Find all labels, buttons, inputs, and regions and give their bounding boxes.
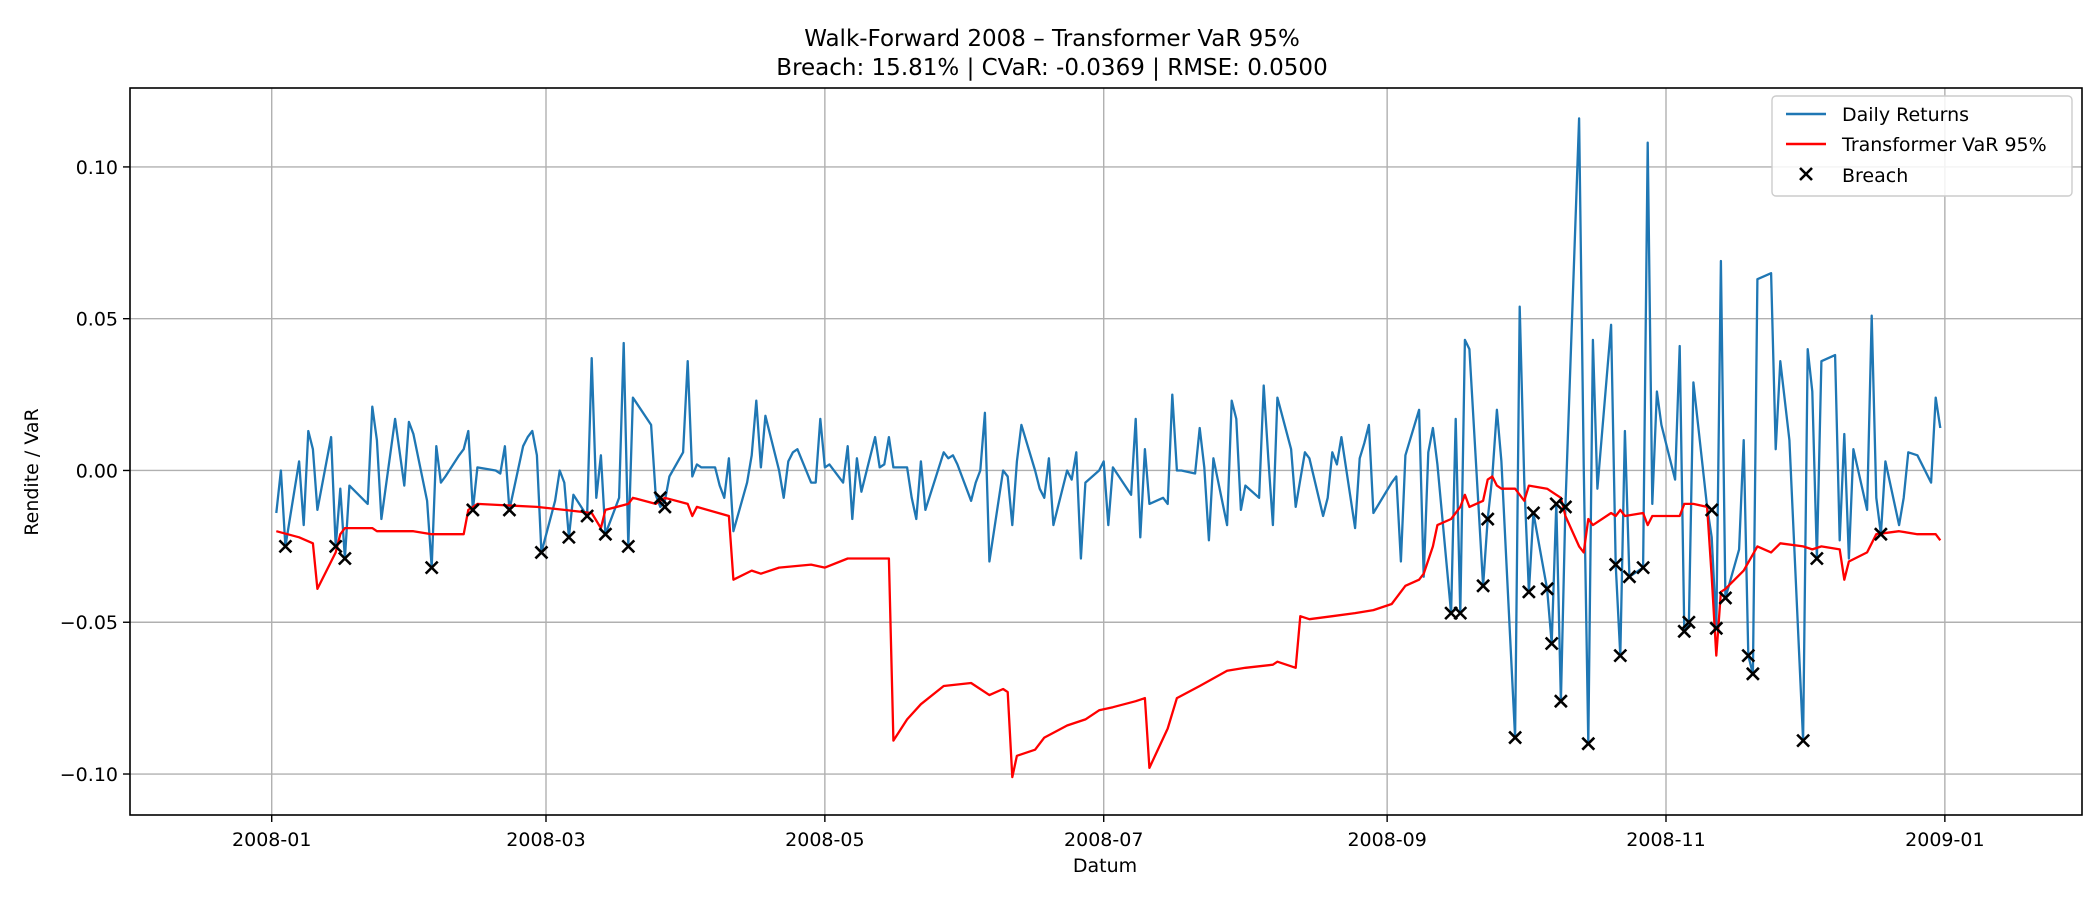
- breach-marker: [1741, 648, 1756, 663]
- breach-marker: [1553, 694, 1568, 709]
- breach-marker: [502, 503, 517, 517]
- breach-marker: [1549, 496, 1564, 511]
- breach-marker: [1544, 636, 1559, 651]
- y-tick-label: 0.00: [76, 460, 118, 482]
- x-axis: 2008-01 2008-03 2008-05 2008-07 2008-09 2008-…: [232, 815, 1985, 851]
- breach-marker: [1480, 512, 1495, 526]
- breach-marker: [1636, 560, 1651, 575]
- breach-marker: [1681, 615, 1696, 630]
- plot-layer: [275, 117, 1942, 779]
- legend-breach-marker: [1799, 167, 1813, 181]
- y-axis: −0.10 −0.05 0.00 0.05 0.10: [60, 157, 130, 786]
- y-tick-label: 0.10: [76, 157, 118, 179]
- breach-marker: [1608, 557, 1623, 572]
- breach-marker: [1873, 527, 1888, 542]
- breach-marker: [1718, 591, 1733, 605]
- breach-marker: [1526, 506, 1541, 520]
- breach-marker: [561, 530, 576, 545]
- y-tick-label: 0.05: [76, 309, 118, 331]
- breach-marker: [1508, 730, 1523, 745]
- breach-marker: [1622, 569, 1637, 584]
- breach-marker: [465, 503, 480, 517]
- x-axis-label: Datum: [1073, 855, 1137, 877]
- breach-marker: [598, 527, 613, 542]
- y-axis-label: Rendite / VaR: [21, 408, 43, 535]
- x-tick-label: 2009-01: [1905, 829, 1984, 851]
- x-tick-label: 2008-09: [1347, 829, 1426, 851]
- plot-frame: [129, 87, 2083, 816]
- breach-marker: [1745, 666, 1760, 681]
- breach-marker: [328, 539, 343, 554]
- breach-marker: [1709, 621, 1724, 636]
- y-tick-label: −0.10: [60, 764, 118, 786]
- x-tick-label: 2008-11: [1626, 829, 1705, 851]
- breach-marker: [580, 509, 595, 523]
- legend-returns-label: Daily Returns: [1842, 104, 1969, 126]
- y-tick-label: −0.05: [60, 612, 118, 634]
- breach-marker: [1558, 499, 1573, 514]
- x-tick-label: 2008-01: [232, 829, 311, 851]
- breach-marker: [1704, 503, 1719, 517]
- legend-var-label: Transformer VaR 95%: [1841, 134, 2047, 156]
- legend: Daily Returns Transformer VaR 95% Breach: [1771, 95, 2073, 197]
- breach-marker: [1613, 648, 1628, 663]
- legend-box: [1771, 95, 2073, 197]
- x-tick-label: 2008-05: [785, 829, 864, 851]
- breach-marker: [278, 539, 293, 554]
- x-tick-label: 2008-07: [1064, 829, 1143, 851]
- breach-marker: [534, 545, 549, 560]
- breach-marker: [1453, 606, 1468, 621]
- breach-marker: [653, 490, 668, 505]
- breach-marker: [1476, 578, 1491, 593]
- breach-marker: [424, 560, 439, 575]
- breach-marker: [337, 551, 352, 566]
- breach-marker: [1540, 581, 1555, 596]
- breach-marker: [1809, 551, 1824, 566]
- chart-title: Walk-Forward 2008 – Transformer VaR 95%: [804, 26, 1300, 52]
- breach-marker: [1677, 624, 1692, 639]
- transformer-var-line: [276, 475, 1942, 779]
- breach-marker: [657, 499, 672, 514]
- breach-marker: [1796, 733, 1811, 748]
- breach-marker: [1581, 736, 1596, 751]
- breach-marker: [1521, 584, 1536, 599]
- legend-breach-label: Breach: [1842, 165, 1908, 187]
- daily-returns-line: [275, 117, 1942, 745]
- x-tick-label: 2008-03: [506, 829, 585, 851]
- chart-subtitle: Breach: 15.81% | CVaR: -0.0369 | RMSE: 0…: [776, 55, 1327, 81]
- breach-marker: [621, 539, 636, 554]
